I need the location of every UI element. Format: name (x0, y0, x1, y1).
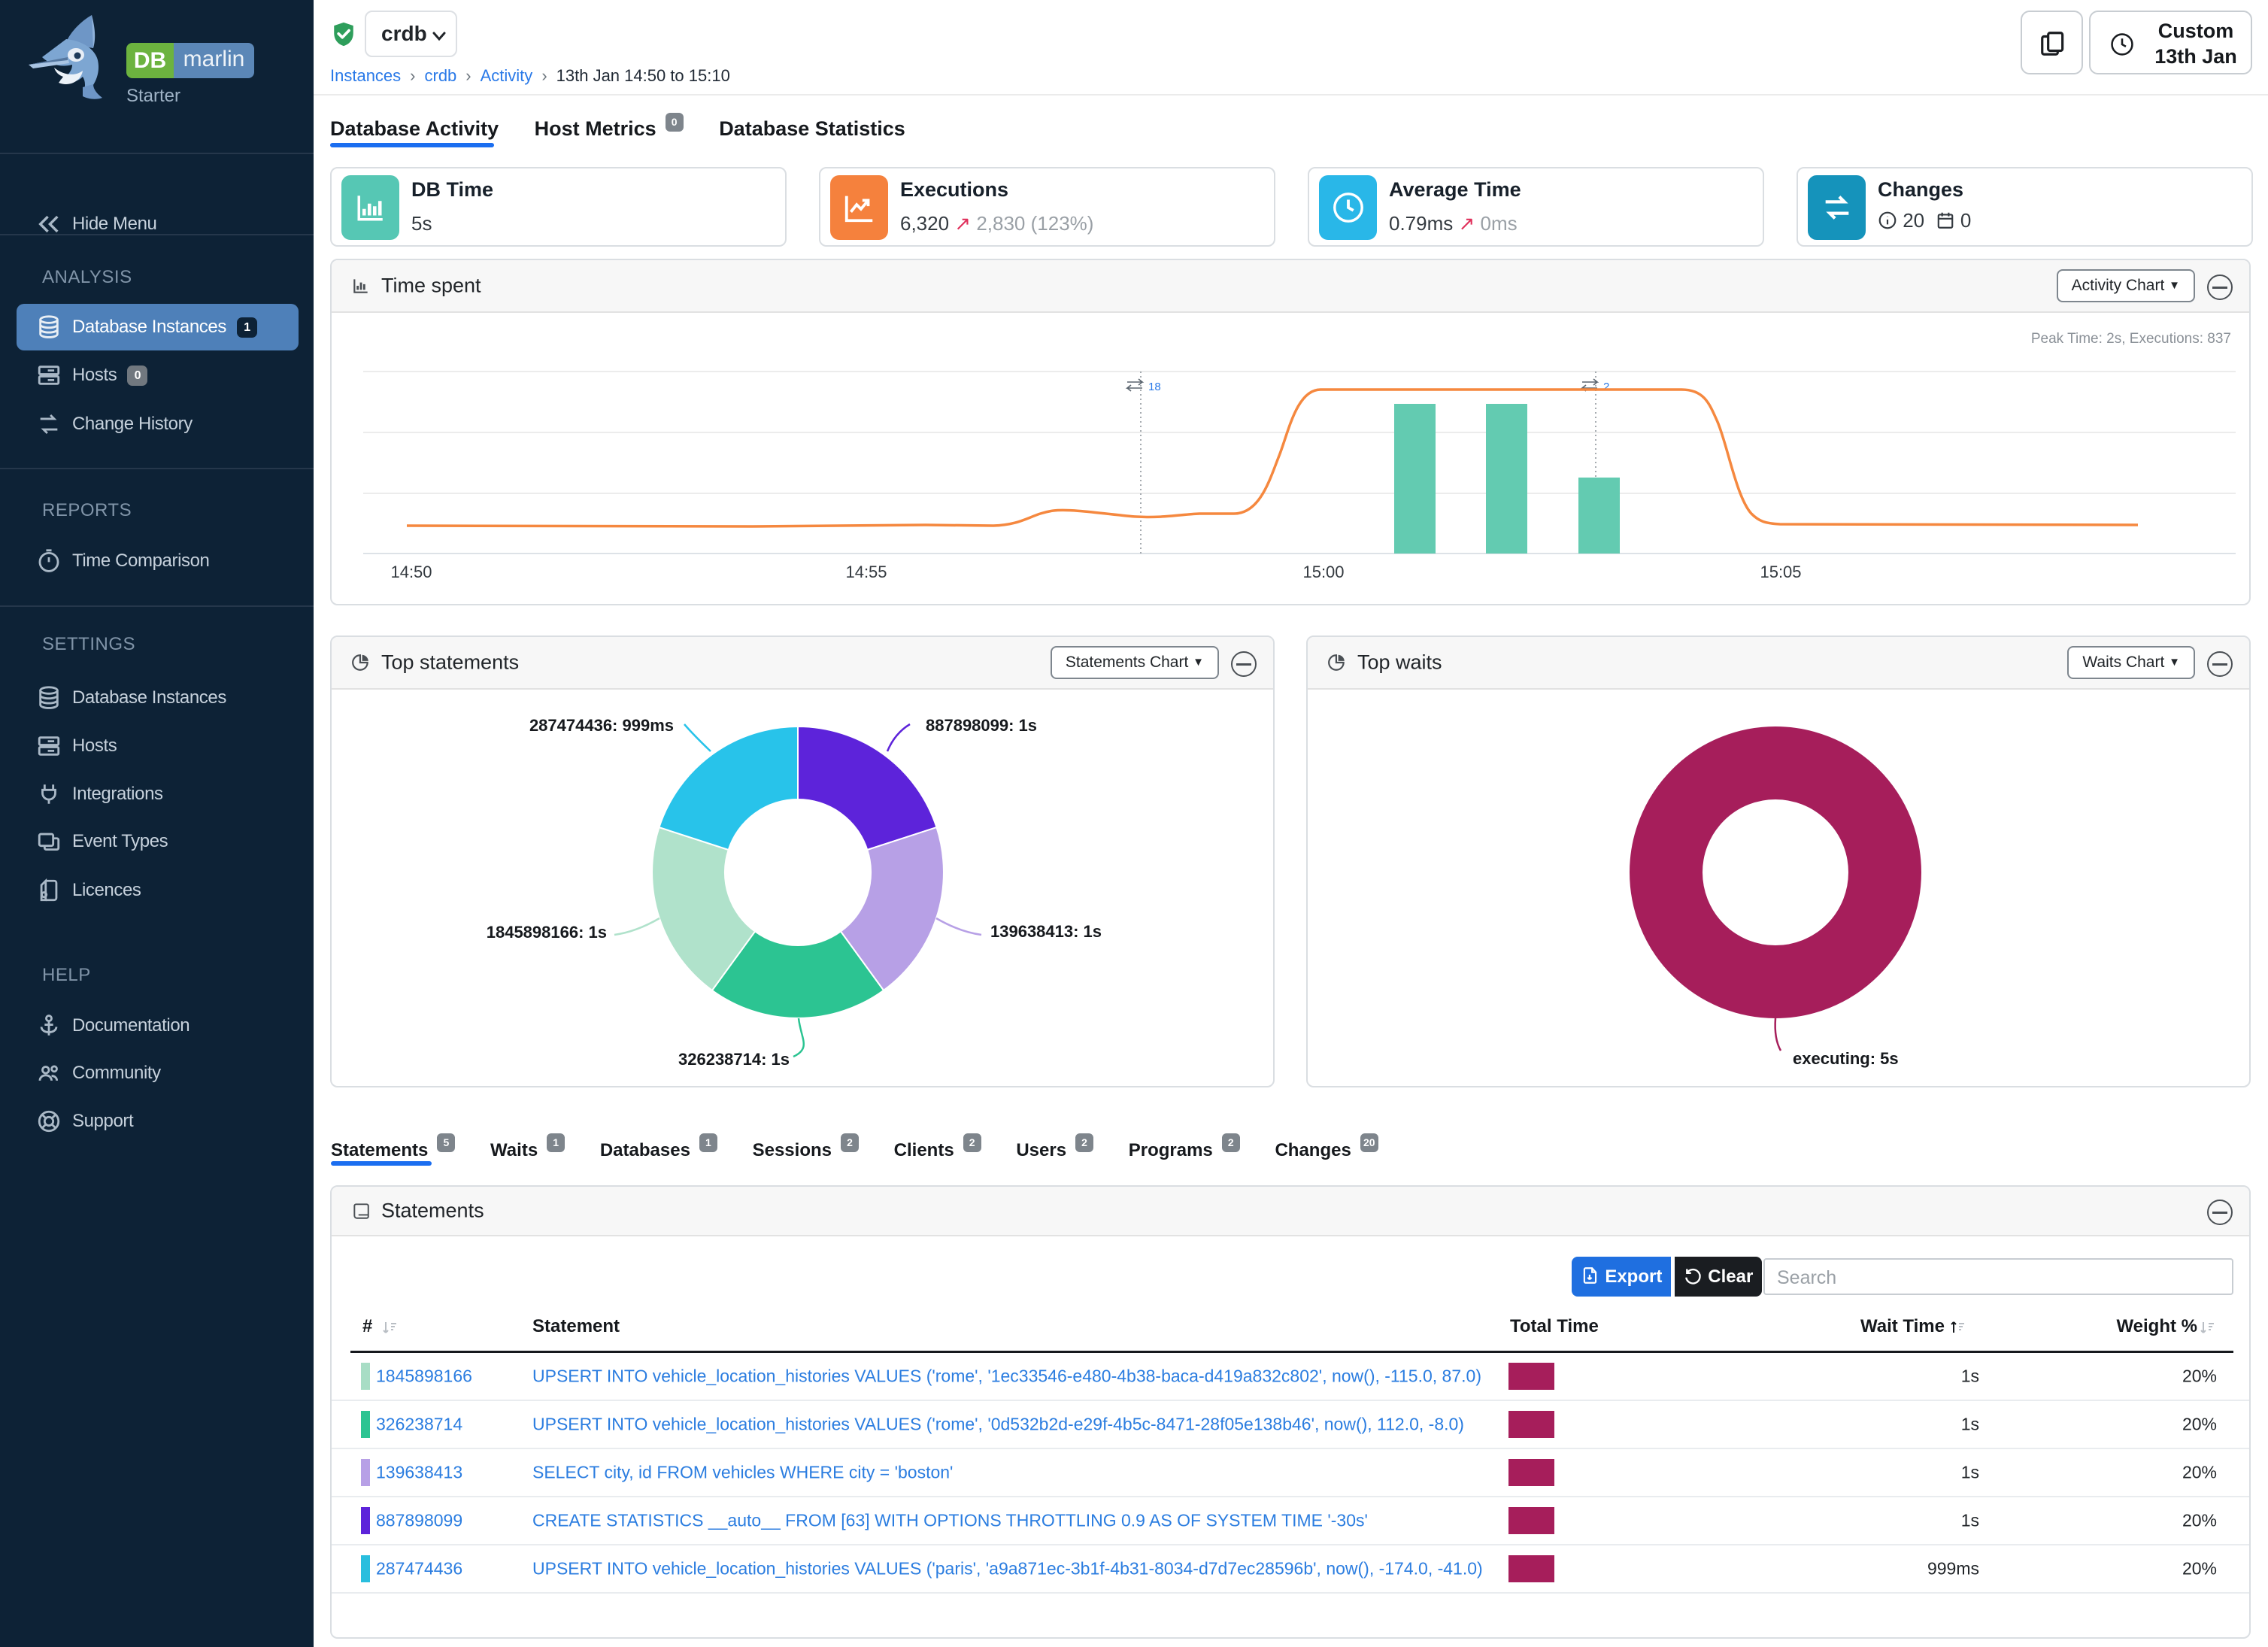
svg-text:14:55: 14:55 (845, 563, 887, 581)
svg-text:887898099: 1s: 887898099: 1s (926, 716, 1037, 735)
svg-text:15:00: 15:00 (1302, 563, 1344, 581)
svg-text:1845898166: 1s: 1845898166: 1s (487, 923, 607, 942)
svg-text:15:05: 15:05 (1760, 563, 1801, 581)
svg-text:287474436: 999ms: 287474436: 999ms (529, 716, 674, 735)
svg-text:executing: 5s: executing: 5s (1793, 1049, 1899, 1068)
svg-text:Peak Time: 2s, Executions: 837: Peak Time: 2s, Executions: 837 (2031, 331, 2231, 347)
svg-text:2: 2 (1603, 381, 1609, 393)
svg-text:14:50: 14:50 (390, 563, 432, 581)
svg-text:18: 18 (1148, 381, 1161, 393)
svg-text:326238714: 1s: 326238714: 1s (678, 1050, 790, 1069)
svg-text:139638413: 1s: 139638413: 1s (990, 922, 1102, 941)
